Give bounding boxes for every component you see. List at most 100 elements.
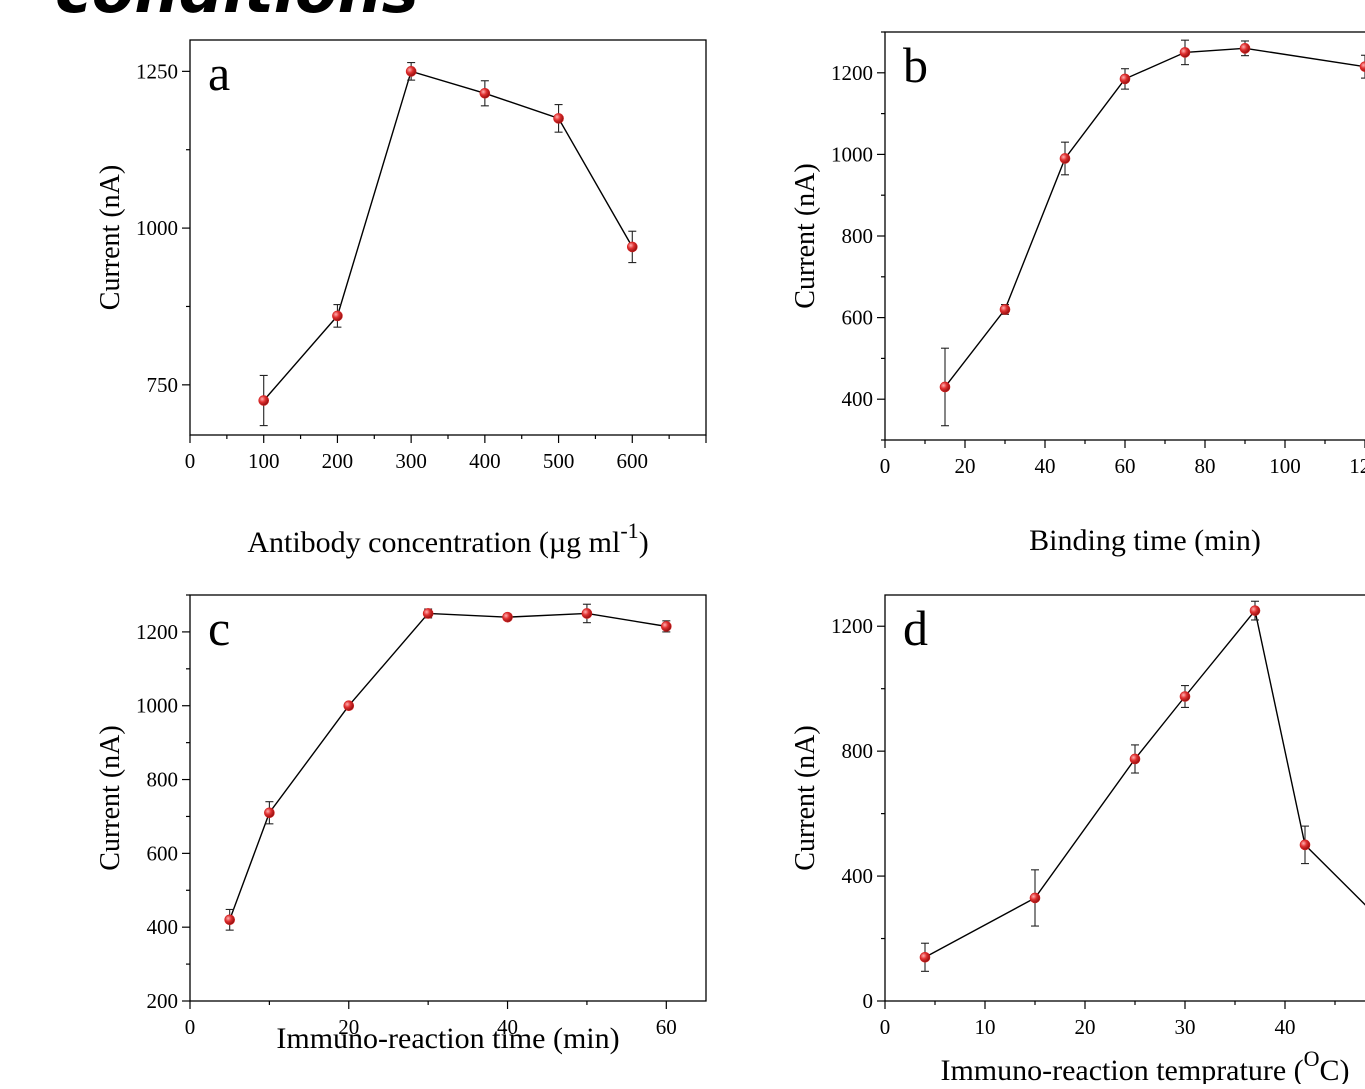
x-axis-label-main: Immuno-reaction temprature ( <box>940 1054 1303 1084</box>
y-tick-label: 1200 <box>831 614 873 638</box>
x-tick-label: 100 <box>248 449 280 473</box>
panel-label: c <box>208 600 230 656</box>
data-point <box>661 621 672 632</box>
x-axis-label-main: Immuno-reaction time (min) <box>276 1022 619 1055</box>
y-tick-label: 800 <box>842 224 874 248</box>
y-axis-label: Current (nA) <box>95 725 126 870</box>
chart-panel-c: 0 20 40 60 200 400 600 800 1000 1200 c Current (nA)… <box>95 594 707 1055</box>
x-tick-label: 60 <box>656 1015 677 1039</box>
data-point <box>502 611 513 623</box>
x-axis-label: Immuno-reaction time (min) <box>276 1022 619 1055</box>
x-axis-label-main: Binding time (min) <box>1029 524 1261 557</box>
slide-heading: conditions <box>55 0 419 22</box>
data-point <box>479 87 491 99</box>
data-point <box>1299 839 1311 851</box>
panel-label: b <box>903 37 928 93</box>
data-point <box>626 241 638 253</box>
y-axis-label: Current (nA) <box>95 165 126 310</box>
y-tick-label: 1250 <box>136 59 178 83</box>
y-tick-label: 1000 <box>831 142 873 166</box>
x-tick-label: 10 <box>975 1015 996 1039</box>
x-tick-label: 0 <box>880 454 891 478</box>
data-point <box>553 113 564 124</box>
y-tick-label: 0 <box>863 989 874 1013</box>
data-point <box>1249 605 1261 616</box>
series-line <box>924 609 1365 958</box>
chart-panel-d: 0102030405004008001200dCurrent (nA)Immun… <box>790 594 1365 1087</box>
x-tick-label: 300 <box>395 449 427 473</box>
y-tick-label: 1000 <box>136 216 178 240</box>
x-axis-label: Antibody concentration (µg ml-1) <box>247 518 648 559</box>
x-tick-label: 500 <box>543 449 575 473</box>
series-line <box>229 612 667 921</box>
data-point <box>1179 691 1191 702</box>
x-tick-label: 30 <box>1175 1015 1196 1039</box>
x-tick-label: 40 <box>497 1015 518 1039</box>
x-tick-label: 600 <box>617 449 649 473</box>
x-tick-label: 60 <box>1115 454 1136 478</box>
plot-frame <box>884 594 1365 1002</box>
x-axis-label-main: Antibody concentration (µg ml <box>247 526 620 559</box>
data-point <box>224 914 235 926</box>
plot-frame <box>189 594 707 1002</box>
y-axis-label: Current (nA) <box>790 163 821 308</box>
data-point <box>939 381 951 393</box>
chart-panel-b: 0 20 40 60 80 100 120 400 600 800 1000 1200 b Current… <box>790 31 1365 557</box>
data-point <box>1029 892 1041 904</box>
y-tick-label: 1200 <box>831 61 873 85</box>
data-point <box>422 608 434 619</box>
data-point <box>405 66 417 77</box>
x-tick-label: 100 <box>1269 454 1301 478</box>
x-axis-label-sup: O <box>1304 1046 1320 1071</box>
x-tick-label: 0 <box>185 1015 196 1039</box>
x-tick-label: 120 <box>1349 454 1365 478</box>
x-tick-label: 40 <box>1035 454 1056 478</box>
y-tick-label: 600 <box>842 306 874 330</box>
data-point <box>581 608 593 619</box>
x-tick-label: 20 <box>338 1015 359 1039</box>
data-point <box>1179 47 1191 58</box>
x-axis-label-tail: ) <box>639 526 649 559</box>
y-tick-label: 1000 <box>136 694 178 718</box>
x-axis-label: Binding time (min) <box>1029 524 1261 557</box>
y-tick-label: 600 <box>147 841 179 865</box>
y-tick-label: 400 <box>842 864 874 888</box>
y-tick-label: 400 <box>147 915 179 939</box>
series-line <box>944 47 1365 388</box>
data-point <box>343 700 355 712</box>
data-point <box>1059 153 1071 164</box>
data-point <box>999 304 1011 315</box>
y-tick-label: 400 <box>842 387 874 411</box>
x-axis-label: Immuno-reaction temprature (OC) <box>940 1046 1349 1084</box>
y-tick-label: 1200 <box>136 620 178 644</box>
y-tick-label: 750 <box>147 373 179 397</box>
y-tick-label: 200 <box>147 989 179 1013</box>
data-point <box>1359 61 1365 72</box>
y-axis-label: Current (nA) <box>790 725 821 870</box>
chart-panel-a: 0 100 200 300 400 500 600 750 1000 1250 a Current (… <box>95 39 707 559</box>
data-point <box>1129 753 1141 765</box>
data-point <box>1239 43 1251 54</box>
x-tick-label: 20 <box>1075 1015 1096 1039</box>
x-tick-label: 20 <box>955 454 976 478</box>
x-tick-label: 200 <box>322 449 354 473</box>
x-tick-label: 0 <box>880 1015 891 1039</box>
data-point <box>919 951 931 963</box>
data-point <box>332 310 343 322</box>
x-tick-label: 80 <box>1195 454 1216 478</box>
x-tick-label: 400 <box>469 449 501 473</box>
x-axis-label-sup: -1 <box>620 518 638 543</box>
x-axis-label-tail: C) <box>1320 1054 1350 1084</box>
data-point <box>1119 73 1131 85</box>
plot-frame <box>884 31 1365 441</box>
y-tick-label: 800 <box>147 768 179 792</box>
panel-label: a <box>208 45 230 101</box>
x-tick-label: 0 <box>185 449 196 473</box>
data-point <box>264 807 275 819</box>
x-tick-label: 40 <box>1275 1015 1296 1039</box>
y-tick-label: 800 <box>842 739 874 763</box>
panel-label: d <box>903 600 928 656</box>
series-line <box>263 70 633 401</box>
